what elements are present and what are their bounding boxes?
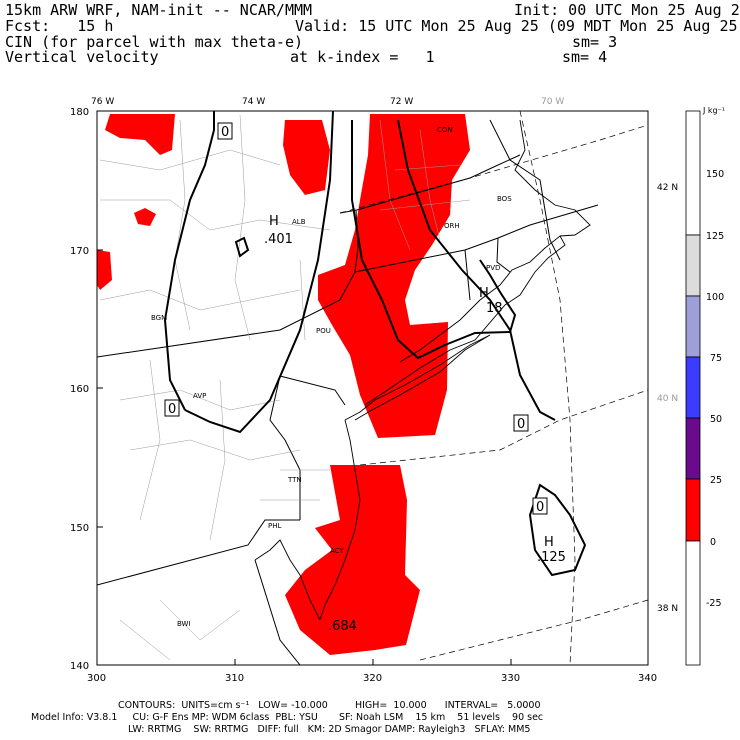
init-time: Init: 00 UTC Mon 25 Aug 25 bbox=[514, 1, 740, 19]
y-tick-label: 160 bbox=[70, 384, 89, 395]
zero-label: 0 bbox=[168, 402, 176, 417]
y-tick-label: 180 bbox=[70, 107, 89, 118]
velocity-contours bbox=[163, 111, 587, 577]
y-tick-label: 150 bbox=[70, 523, 89, 534]
colorbar-label: 0 bbox=[710, 537, 716, 548]
city-label: BOS bbox=[497, 195, 512, 203]
longitude-label: 76 W bbox=[91, 97, 114, 107]
colorbar-segment bbox=[685, 356, 701, 419]
longitude-label: 72 W bbox=[390, 97, 413, 107]
axis-tick-labels: 300 310 320 330 340 180 170 160 150 140 bbox=[70, 107, 657, 684]
zero-label: 0 bbox=[517, 417, 525, 432]
model-title: 15km ARW WRF, NAM-init -- NCAR/MMM bbox=[5, 1, 313, 19]
y-tick-label: 170 bbox=[70, 246, 89, 257]
x-tick-label: 340 bbox=[638, 673, 657, 684]
high-center-letter: H bbox=[544, 535, 554, 550]
colorbar-segment bbox=[685, 478, 701, 542]
field-title: CIN (for parcel with max theta-e) bbox=[5, 33, 304, 51]
latitude-label: 40 N bbox=[657, 394, 678, 404]
zero-label: 0 bbox=[221, 125, 229, 140]
colorbar-unit: J kg⁻¹ bbox=[702, 106, 725, 115]
latitude-label: 38 N bbox=[657, 604, 678, 614]
y-tick-label: 140 bbox=[70, 661, 89, 672]
state-boundaries bbox=[97, 119, 599, 665]
high-center-value: .401 bbox=[264, 232, 293, 247]
map-area: CON BOS ALB ORH PVD BGM POU AVP TTN PHL … bbox=[97, 111, 648, 665]
city-labels: CON BOS ALB ORH PVD BGM POU AVP TTN PHL … bbox=[151, 126, 512, 628]
extreme-value: .684 bbox=[328, 619, 357, 634]
colorbar: J kg⁻¹ 150 125 100 75 50 25 0 -25 bbox=[685, 106, 725, 666]
zero-label: 0 bbox=[536, 500, 544, 515]
high-center-letter: H bbox=[479, 286, 489, 301]
city-label: CON bbox=[437, 126, 453, 134]
city-label: BGM bbox=[151, 314, 167, 322]
x-tick-label: 300 bbox=[87, 673, 106, 684]
contour-centers: H .401 H 18 H .125 .684 bbox=[264, 214, 566, 634]
high-center-value: 18 bbox=[486, 301, 503, 316]
k-index: at k-index = 1 bbox=[290, 48, 435, 66]
field-smoothing: sm= 3 bbox=[572, 33, 618, 51]
contour-info: CONTOURS: UNITS=cm s⁻¹ LOW= -10.000 HIGH… bbox=[118, 700, 541, 711]
city-label: POU bbox=[316, 327, 331, 335]
city-label: PVD bbox=[486, 264, 500, 272]
model-info: Model Info: V3.8.1 CU: G-F Ens MP: WDM 6… bbox=[31, 712, 544, 723]
longitude-label: 70 W bbox=[541, 97, 564, 107]
colorbar-label: 75 bbox=[710, 353, 722, 364]
coastline bbox=[254, 119, 591, 621]
longitude-label: 74 W bbox=[242, 97, 265, 107]
colorbar-segment bbox=[685, 417, 701, 480]
colorbar-label: 25 bbox=[710, 475, 722, 486]
colorbar-label: -25 bbox=[706, 598, 722, 609]
x-tick-label: 320 bbox=[363, 673, 382, 684]
x-tick-label: 330 bbox=[501, 673, 520, 684]
city-label: ALB bbox=[292, 218, 306, 226]
city-label: ORH bbox=[444, 222, 460, 230]
city-label: AVP bbox=[193, 392, 206, 400]
latitude-label: 42 N bbox=[657, 183, 678, 193]
model-info-line2: LW: RRTMG SW: RRTMG DIFF: full KM: 2D Sm… bbox=[128, 724, 531, 735]
colorbar-label: 100 bbox=[706, 292, 724, 303]
valid-time: Valid: 15 UTC Mon 25 Aug 25 (09 MDT Mon … bbox=[295, 17, 740, 35]
colorbar-segment bbox=[685, 295, 701, 358]
colorbar-label: 125 bbox=[706, 231, 724, 242]
frame-ticks bbox=[96, 110, 649, 666]
contour-smoothing: sm= 4 bbox=[562, 48, 608, 66]
colorbar-segment bbox=[685, 234, 701, 297]
latlon-grid bbox=[339, 111, 648, 665]
contour-field-title: Vertical velocity bbox=[5, 48, 159, 66]
cin-shading bbox=[97, 114, 470, 655]
high-center-letter: H bbox=[269, 214, 279, 229]
city-label: BWI bbox=[177, 620, 191, 628]
zero-contour-labels: 0 0 0 0 bbox=[164, 122, 548, 515]
city-label: TTN bbox=[287, 476, 302, 484]
colorbar-segment bbox=[685, 110, 701, 236]
colorbar-segment bbox=[685, 540, 701, 666]
x-tick-label: 310 bbox=[225, 673, 244, 684]
latitude-labels: 42 N 40 N 38 N bbox=[657, 183, 678, 614]
city-label: ACY bbox=[330, 547, 344, 555]
longitude-labels: 76 W 74 W 72 W 70 W bbox=[91, 97, 564, 107]
city-label: PHL bbox=[268, 522, 281, 530]
colorbar-label: 50 bbox=[710, 414, 722, 425]
colorbar-label: 150 bbox=[706, 169, 724, 180]
high-center-value: .125 bbox=[537, 550, 566, 565]
forecast-hour: Fcst: 15 h bbox=[5, 17, 114, 35]
